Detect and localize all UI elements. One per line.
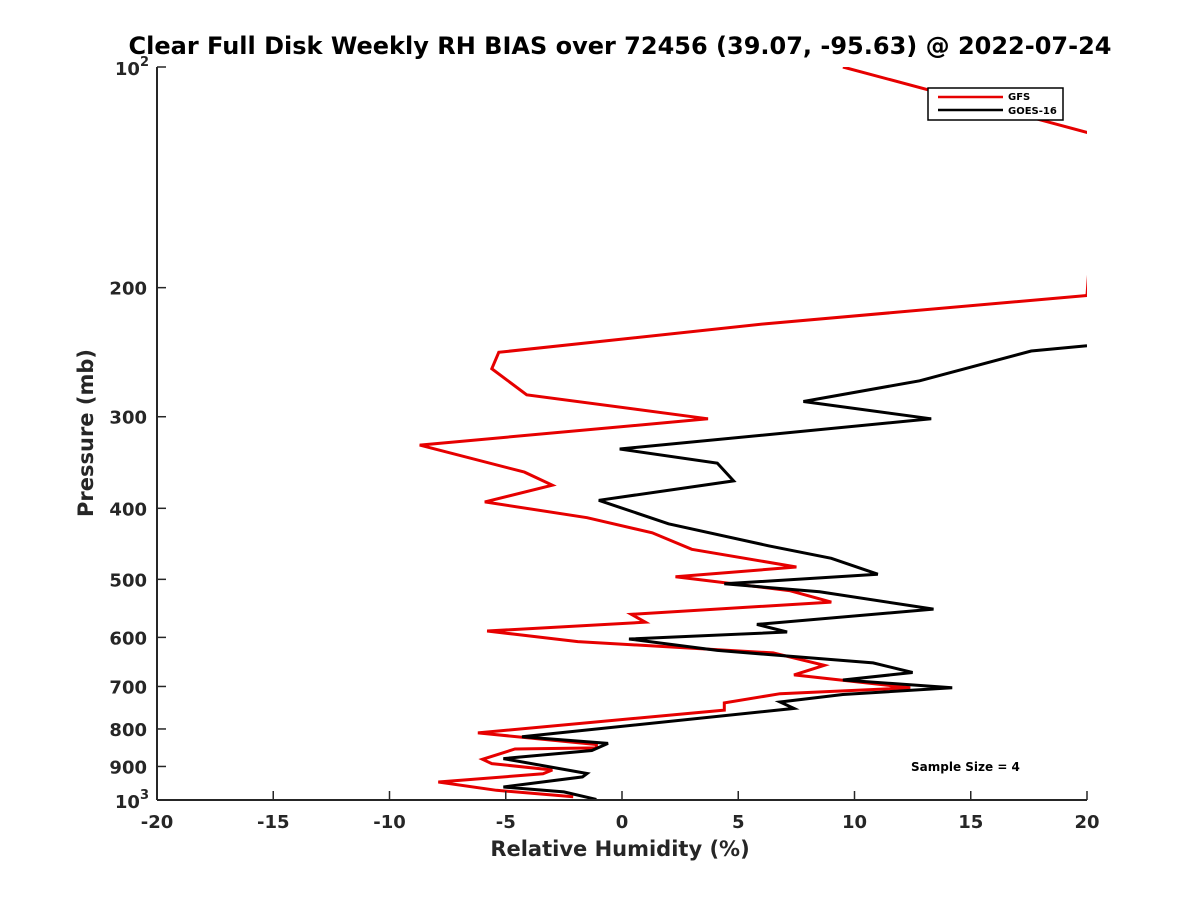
y-tick-label: 300 [109, 408, 147, 429]
y-ticks: 102 200 300 400 500 600 700 800 900 103 [109, 55, 166, 813]
x-tick-label: 20 [1074, 812, 1099, 833]
y-tick-label: 700 [109, 677, 147, 698]
x-tick-label: -15 [257, 812, 290, 833]
legend-label-goes16: GOES-16 [1008, 106, 1057, 117]
series-line-goes16 [503, 344, 1087, 800]
x-tick-label: 0 [616, 812, 629, 833]
y-tick-label: 102 [115, 55, 149, 80]
chart-title: Clear Full Disk Weekly RH BIAS over 7245… [129, 32, 1112, 60]
y-tick-label: 600 [109, 628, 147, 649]
series-line-gfs [419, 67, 1087, 799]
x-tick-label: 5 [732, 812, 745, 833]
y-axis-label: Pressure (mb) [74, 349, 98, 517]
y-tick-label: 200 [109, 279, 147, 300]
x-tick-label: 15 [958, 812, 983, 833]
y-tick-label: 500 [109, 570, 147, 591]
y-tick-label: 800 [109, 720, 147, 741]
y-tick-label: 900 [109, 757, 147, 778]
sample-size-annotation: Sample Size = 4 [911, 760, 1020, 774]
y-tick-label: 103 [115, 788, 149, 813]
x-ticks: -20 -15 -10 -5 0 5 10 15 20 [141, 791, 1100, 833]
legend-box [927, 87, 1064, 121]
x-tick-label: -5 [496, 812, 516, 833]
series-layer [419, 67, 1087, 800]
x-tick-label: -10 [373, 812, 406, 833]
y-tick-label: 400 [109, 499, 147, 520]
x-axis-label: Relative Humidity (%) [490, 837, 749, 861]
legend: GFS GOES-16 [927, 87, 1064, 121]
x-tick-label: -20 [141, 812, 174, 833]
x-tick-label: 10 [842, 812, 867, 833]
legend-label-gfs: GFS [1008, 92, 1030, 103]
